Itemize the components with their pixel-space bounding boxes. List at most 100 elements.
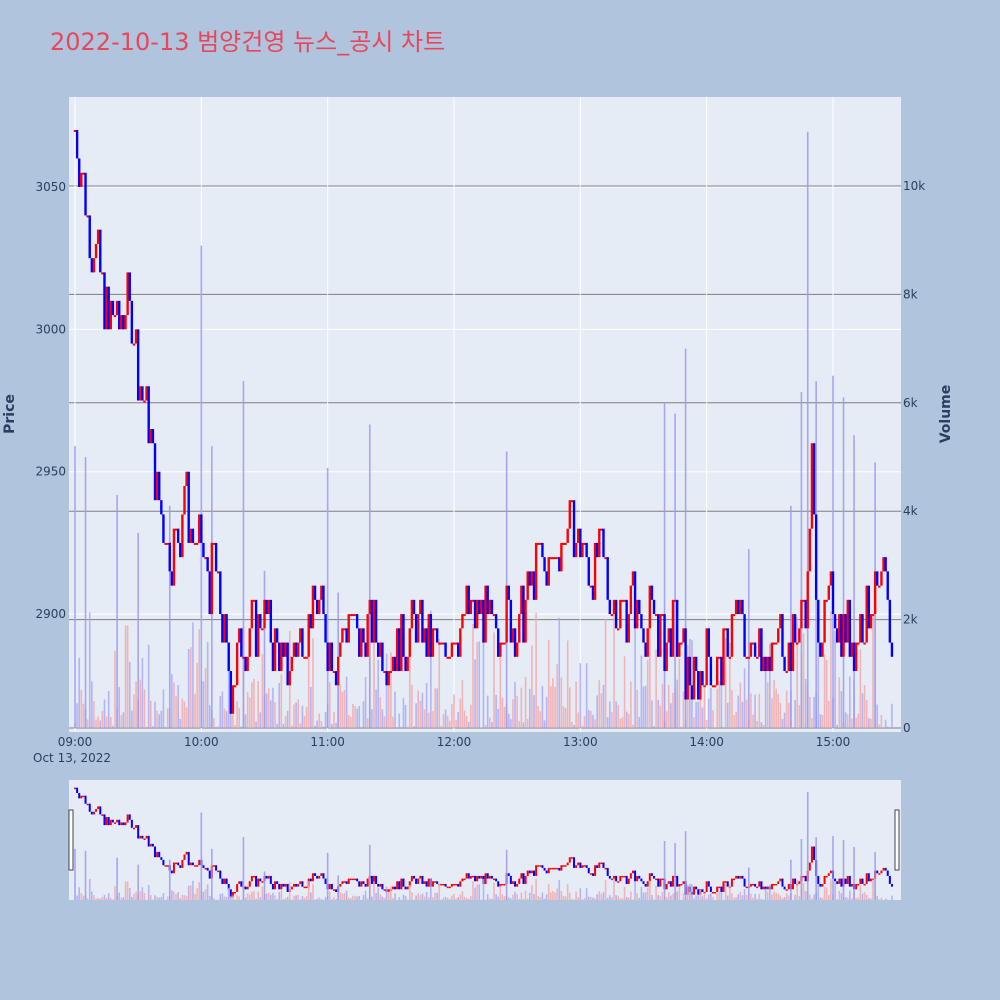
candle bbox=[854, 642, 858, 672]
volume-bar bbox=[320, 721, 323, 728]
volume-bar bbox=[307, 623, 310, 728]
candle bbox=[231, 685, 235, 714]
slider-candle bbox=[495, 878, 498, 882]
slider-volume-bar bbox=[718, 891, 721, 900]
candle bbox=[353, 614, 357, 617]
candle bbox=[680, 642, 683, 645]
candle bbox=[635, 599, 639, 629]
slider-volume-bar bbox=[339, 892, 342, 900]
candle bbox=[425, 628, 428, 657]
candle bbox=[221, 614, 224, 643]
slider-candle bbox=[623, 875, 626, 878]
y2-tick-label: 8k bbox=[903, 287, 918, 301]
volume-bar bbox=[823, 654, 826, 728]
volume-bar bbox=[221, 691, 224, 728]
candle bbox=[705, 628, 708, 686]
candle bbox=[90, 258, 94, 273]
candle bbox=[720, 656, 723, 686]
slider-volume-bar bbox=[741, 895, 744, 900]
volume-bar bbox=[735, 711, 737, 728]
volume-bar bbox=[836, 724, 839, 728]
slider-volume-bar bbox=[731, 893, 733, 900]
slider-volume-bar bbox=[739, 891, 742, 900]
slider-volume-bar bbox=[139, 891, 142, 900]
candle bbox=[682, 628, 685, 643]
candle bbox=[406, 656, 409, 672]
candle bbox=[261, 628, 264, 631]
volume-bar bbox=[737, 695, 740, 728]
slider-candle bbox=[204, 867, 207, 870]
range-slider-handle-left[interactable] bbox=[68, 809, 74, 871]
slider-candle bbox=[379, 883, 382, 887]
slider-volume-spike bbox=[137, 864, 139, 900]
slider-candle bbox=[551, 867, 554, 870]
candle bbox=[195, 542, 199, 545]
candle bbox=[278, 642, 281, 672]
slider-volume-bar bbox=[737, 894, 740, 900]
slider-volume-spike bbox=[337, 875, 339, 900]
volume-bar bbox=[179, 718, 182, 728]
volume-bar bbox=[392, 716, 394, 728]
slider-volume-bar bbox=[813, 894, 815, 900]
slider-candle bbox=[484, 873, 487, 884]
volume-bar bbox=[514, 681, 516, 728]
slider-volume-bar bbox=[488, 898, 491, 900]
slider-candle bbox=[733, 878, 736, 881]
volume-bar bbox=[743, 668, 746, 728]
candle bbox=[492, 614, 496, 617]
candle bbox=[503, 642, 506, 645]
slider-volume-bar bbox=[133, 893, 135, 900]
slider-candle bbox=[791, 878, 794, 890]
volume-bar bbox=[457, 712, 460, 728]
slider-candle bbox=[255, 875, 258, 887]
slider-volume-bar bbox=[545, 894, 548, 900]
candle bbox=[785, 671, 788, 674]
volume-bar bbox=[381, 709, 384, 728]
slider-candle bbox=[615, 875, 618, 882]
volume-bar bbox=[373, 624, 375, 728]
volume-bar bbox=[699, 672, 702, 728]
candle bbox=[294, 642, 298, 657]
slider-candle bbox=[642, 881, 645, 884]
slider-candle bbox=[415, 878, 418, 884]
slider-candle bbox=[366, 878, 369, 887]
slider-candle bbox=[364, 883, 367, 887]
slider-volume-bar bbox=[248, 894, 251, 900]
slider-candle bbox=[648, 873, 651, 882]
candle bbox=[347, 614, 350, 643]
slider-candle bbox=[880, 870, 883, 874]
slider-volume-bar bbox=[863, 892, 866, 900]
slider-candle bbox=[758, 881, 761, 887]
slider-volume-bar bbox=[392, 897, 394, 900]
volume-bar bbox=[676, 679, 678, 728]
slider-volume-bar bbox=[577, 897, 580, 900]
volume-bar bbox=[533, 695, 535, 728]
candle bbox=[587, 557, 590, 586]
slider-volume-bar bbox=[128, 888, 131, 900]
slider-candle bbox=[594, 865, 597, 876]
volume-bar bbox=[223, 708, 226, 728]
slider-volume-bar bbox=[697, 895, 700, 900]
slider-volume-bar bbox=[238, 896, 241, 900]
slider-candle bbox=[476, 875, 479, 882]
slider-volume-spike bbox=[74, 848, 76, 900]
slider-volume-bar bbox=[592, 897, 594, 900]
volume-bar bbox=[114, 650, 116, 728]
candle bbox=[539, 542, 542, 545]
slider-candle bbox=[650, 873, 653, 876]
slider-volume-spike bbox=[200, 812, 203, 900]
volume-bar bbox=[141, 657, 144, 728]
slider-volume-bar bbox=[758, 893, 761, 900]
volume-bar bbox=[103, 699, 106, 728]
candle bbox=[208, 571, 211, 615]
candle bbox=[722, 628, 725, 686]
volume-bar bbox=[552, 678, 554, 728]
volume-bar bbox=[785, 690, 788, 728]
candle bbox=[595, 542, 599, 558]
slider-candle bbox=[351, 878, 354, 881]
slider-volume-bar bbox=[265, 893, 268, 900]
candle bbox=[678, 642, 681, 657]
range-slider-handle-right[interactable] bbox=[894, 809, 900, 871]
candle bbox=[219, 571, 222, 615]
slider-volume-bar bbox=[630, 891, 632, 900]
